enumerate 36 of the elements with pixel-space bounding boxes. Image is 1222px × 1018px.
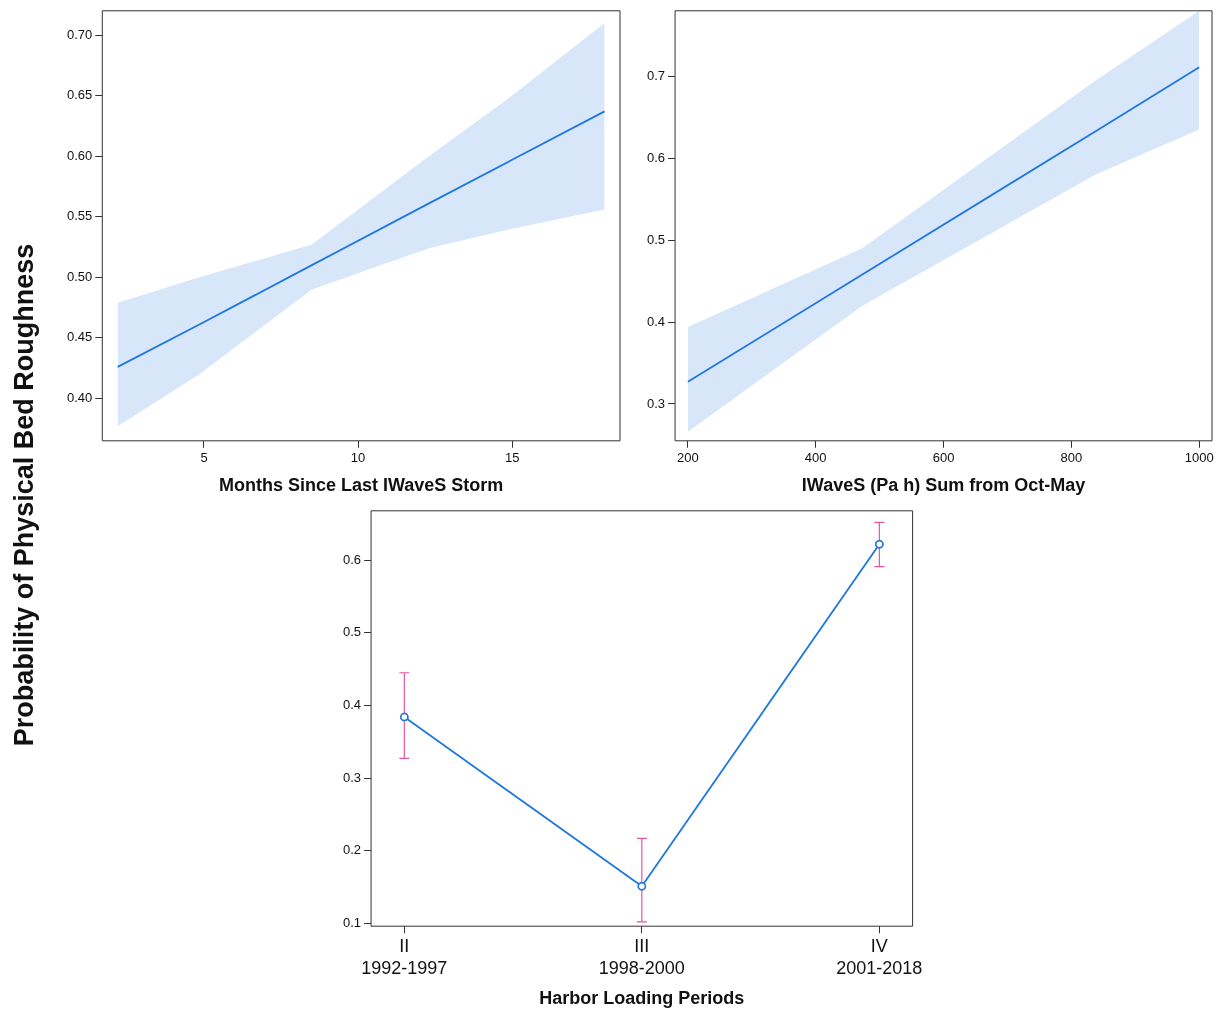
x-axis-title: Harbor Loading Periods (539, 988, 745, 1009)
y-tick-label: 0.50 (66, 268, 93, 284)
x-tick-label: 15 (504, 450, 520, 466)
y-tick-label: 0.3 (342, 769, 362, 785)
x-tick-label: 600 (932, 450, 955, 466)
x-tick-label: 800 (1060, 450, 1083, 466)
y-tick-label: 0.7 (646, 67, 666, 83)
y-axis-title: Probability of Physical Bed Roughness (8, 243, 40, 747)
y-tick-label: 0.4 (342, 697, 362, 713)
y-tick-label: 0.60 (66, 147, 93, 163)
y-tick-label: 0.40 (66, 389, 93, 405)
point (400, 712, 409, 722)
point (875, 539, 884, 549)
x-tick-label: 200 (677, 450, 699, 466)
x-tick-label: 10 (350, 450, 366, 466)
y-tick-label: 0.6 (646, 149, 666, 165)
y-tick-label: 0.6 (342, 551, 362, 567)
x-tick-label: 400 (804, 450, 827, 466)
y-tick-label: 0.70 (66, 26, 93, 42)
y-tick-label: 0.45 (66, 329, 93, 345)
y-tick-label: 0.65 (66, 87, 93, 103)
y-tick-label: 0.5 (646, 231, 666, 247)
y-tick-label: 0.1 (342, 914, 362, 930)
y-tick-label: 0.5 (342, 624, 362, 640)
x-axis-title: IWaveS (Pa h) Sum from Oct-May (801, 475, 1086, 496)
y-tick-label: 0.55 (66, 208, 93, 224)
x-tick-label: 5 (200, 450, 208, 466)
x-tick-label: III 1998-2000 (598, 935, 685, 978)
x-tick-label: IV 2001-2018 (836, 935, 923, 978)
y-tick-label: 0.3 (646, 395, 666, 411)
x-tick-label: II 1992-1997 (361, 935, 448, 978)
point (637, 882, 647, 891)
y-tick-label: 0.4 (646, 313, 666, 329)
x-axis-title: Months Since Last IWaveS Storm (218, 475, 504, 496)
x-tick-label: 1000 (1184, 450, 1214, 466)
y-tick-label: 0.2 (342, 842, 362, 858)
